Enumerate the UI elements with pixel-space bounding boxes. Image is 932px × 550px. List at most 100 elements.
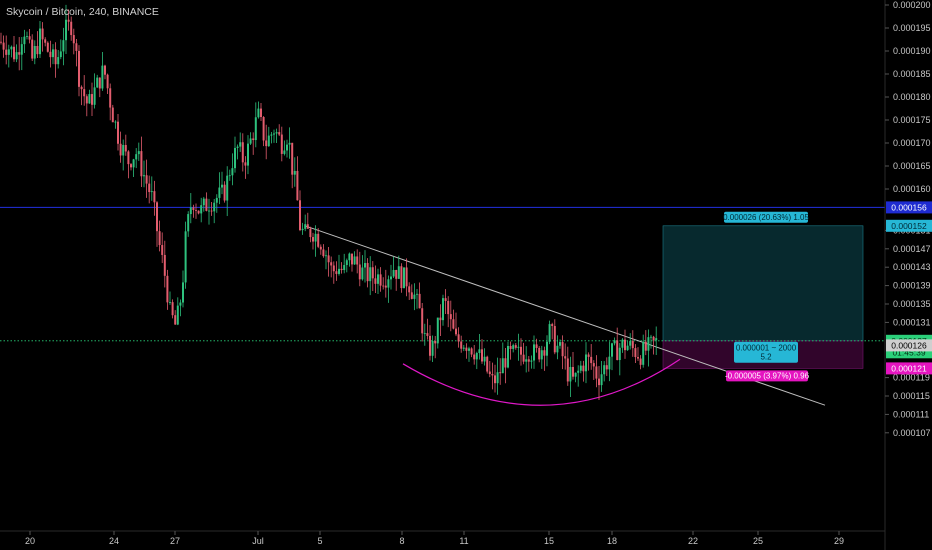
candle — [543, 346, 546, 371]
candle — [80, 85, 83, 106]
candle — [371, 261, 374, 292]
candle — [634, 344, 637, 364]
candle-body — [382, 285, 385, 287]
candle-body — [473, 354, 476, 360]
candle-body — [507, 345, 509, 368]
candle — [548, 320, 551, 345]
candle-body — [330, 262, 333, 266]
candle-body — [395, 269, 398, 279]
candle-body — [223, 184, 226, 201]
candle-body — [163, 254, 166, 276]
candle — [184, 221, 187, 289]
candle — [312, 232, 314, 250]
candle — [23, 29, 26, 53]
candle — [31, 34, 34, 62]
candle — [436, 317, 439, 349]
candle — [377, 268, 379, 294]
candle — [533, 335, 535, 369]
candle-body — [57, 57, 60, 65]
candle — [52, 44, 54, 65]
candle — [366, 258, 369, 288]
candle-body — [13, 46, 15, 60]
candle-body — [514, 345, 517, 348]
candle — [130, 163, 132, 171]
price-tag-label: 01:45:39 — [892, 347, 925, 357]
candle — [65, 4, 67, 55]
candle-body — [249, 138, 252, 144]
candle — [481, 339, 483, 364]
candle-body — [429, 335, 431, 356]
candle-body — [221, 184, 223, 188]
candle-body — [408, 286, 411, 293]
candle — [163, 240, 166, 288]
candle-body — [117, 121, 119, 144]
candle-body — [452, 319, 455, 329]
x-tick-label: 8 — [399, 536, 404, 546]
candle-body — [93, 87, 96, 105]
candle — [288, 127, 291, 159]
candle — [626, 341, 629, 351]
position-labels: 0.000026 (20.63%) 1.05 0.000001 ~ 20005.2… — [723, 211, 810, 382]
candle — [28, 29, 31, 44]
candle — [540, 345, 543, 369]
x-tick-label: Jul — [252, 536, 264, 546]
candle-body — [403, 267, 405, 289]
candle-body — [80, 86, 83, 90]
candle — [535, 338, 538, 353]
candle-body — [595, 366, 598, 379]
candle — [296, 156, 299, 201]
candle — [249, 132, 252, 146]
candle — [358, 251, 361, 287]
candle — [13, 35, 15, 62]
candle-body — [135, 154, 138, 160]
candle-body — [213, 202, 216, 212]
candle — [257, 101, 260, 119]
candle — [444, 289, 447, 315]
candle-body — [241, 142, 244, 163]
candle — [327, 247, 330, 277]
candle — [335, 261, 338, 281]
y-tick-label: 0.000143 — [893, 262, 931, 272]
candle — [585, 342, 587, 384]
candle — [442, 294, 444, 326]
candle-body — [252, 138, 255, 141]
candle — [369, 256, 372, 296]
candle-body — [605, 365, 608, 370]
candle — [150, 176, 153, 201]
time-axis[interactable]: 20 24 27 Jul 5 8 11 15 18 22 25 29 — [25, 531, 844, 546]
candle-body — [23, 36, 26, 45]
x-tick-label: 15 — [544, 536, 554, 546]
candle — [91, 82, 93, 117]
candle — [223, 181, 226, 203]
price-tag-box — [886, 201, 932, 214]
candle — [176, 297, 179, 326]
candle-body — [5, 49, 8, 55]
candle-body — [449, 314, 452, 320]
candle — [319, 244, 322, 255]
candle — [468, 346, 470, 362]
candle — [397, 255, 400, 279]
target-zone[interactable] — [662, 225, 864, 342]
rounding-bottom-arc[interactable] — [402, 358, 681, 406]
candle — [293, 157, 296, 187]
candle — [241, 133, 244, 172]
candle — [213, 198, 216, 224]
candle-body — [418, 293, 421, 309]
y-tick-label: 0.000111 — [893, 409, 929, 419]
candle — [413, 283, 416, 311]
candle — [83, 75, 86, 106]
candle-body — [187, 214, 190, 232]
candle-body — [486, 356, 489, 372]
candle — [187, 211, 190, 237]
candle — [353, 251, 356, 265]
candle — [582, 360, 585, 382]
entry-label-line2: 5.2 — [760, 352, 772, 361]
candle — [494, 364, 496, 393]
candle — [520, 338, 522, 366]
candle — [179, 299, 182, 317]
long-position-tool[interactable] — [662, 225, 864, 369]
candle-body — [166, 275, 169, 303]
candle-body — [491, 374, 494, 376]
price-axis[interactable]: 0.000200 0.000195 0.000190 0.000185 0.000180… — [885, 0, 931, 438]
